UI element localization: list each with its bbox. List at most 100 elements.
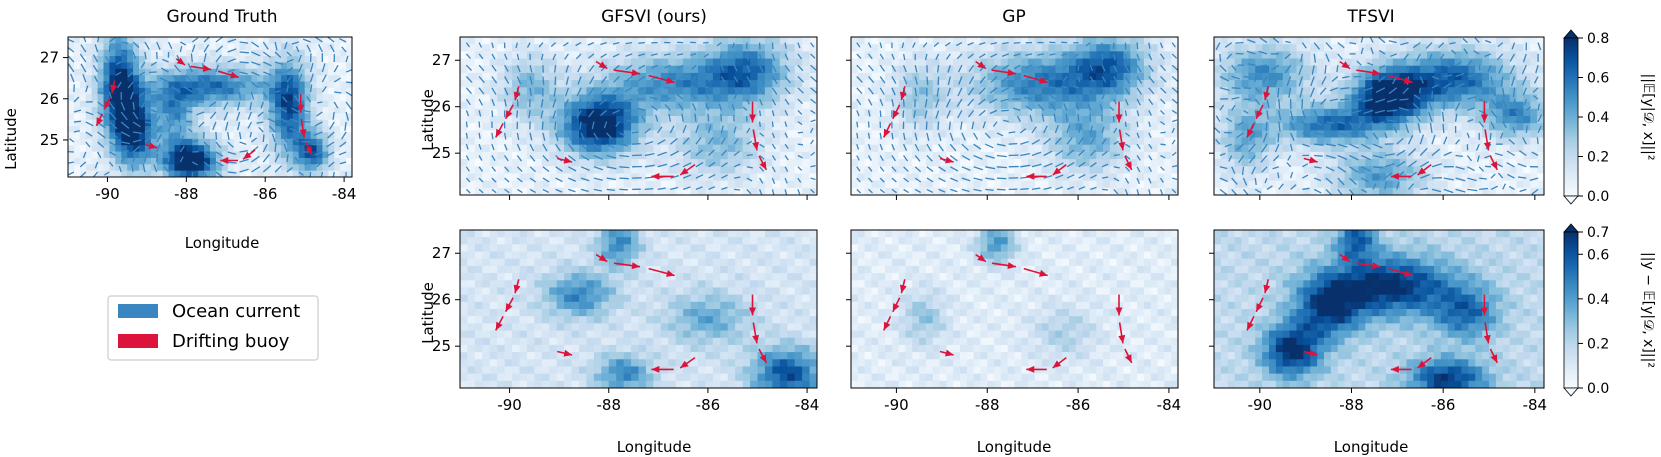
heatmap-cell	[638, 187, 647, 195]
heatmap-cell	[541, 44, 550, 52]
heatmap-cell	[851, 173, 859, 182]
heatmap-cell	[631, 65, 640, 74]
heatmap-cell	[103, 126, 111, 134]
heatmap-cell	[980, 65, 988, 74]
quiver-arrow	[742, 106, 748, 111]
heatmap-cell	[1248, 137, 1256, 146]
heatmap-cell	[1062, 159, 1070, 167]
heatmap-cell	[980, 80, 988, 88]
heatmap-cell	[1337, 51, 1346, 60]
heatmap-cell	[735, 123, 744, 131]
heatmap-cell	[1351, 137, 1359, 146]
heatmap-cell	[97, 75, 105, 83]
heatmap-cell	[779, 166, 788, 175]
heatmap-cell	[1089, 180, 1097, 189]
quiver-arrow	[215, 45, 224, 53]
heatmap-cell	[946, 187, 954, 195]
quiver-arrow	[132, 146, 140, 153]
heatmap-cell	[787, 65, 796, 74]
heatmap-cell	[885, 87, 893, 96]
heatmap-cell	[1089, 166, 1097, 175]
heatmap-cell	[150, 157, 158, 165]
heatmap-cell	[898, 65, 907, 74]
heatmap-cell	[1255, 130, 1263, 139]
heatmap-cell	[156, 126, 164, 134]
heatmap-cell	[898, 44, 907, 52]
heatmap-cell	[482, 116, 491, 124]
heatmap-cell	[519, 130, 528, 139]
heatmap-cell	[638, 151, 647, 160]
heatmap-cell	[334, 170, 341, 177]
heatmap-cell	[1262, 144, 1270, 153]
heatmap-cell	[742, 159, 751, 167]
heatmap-cell	[960, 180, 968, 189]
heatmap-cell	[720, 116, 729, 124]
heatmap-cell	[1317, 80, 1325, 88]
quiver-arrow	[949, 166, 959, 172]
heatmap-cell	[68, 87, 75, 95]
heatmap-cell	[497, 94, 506, 103]
heatmap-cell	[939, 116, 947, 124]
heatmap-cell	[750, 72, 759, 81]
heatmap-cell	[623, 123, 632, 131]
heatmap-cell	[519, 44, 528, 52]
heatmap-cell	[1096, 65, 1104, 74]
quiver-arrow	[478, 155, 483, 161]
heatmap-cell	[1034, 94, 1043, 103]
heatmap-cell	[1255, 123, 1263, 131]
heatmap-cell	[1137, 180, 1145, 189]
heatmap-cell	[1262, 173, 1270, 182]
quiver-arrow	[746, 87, 752, 95]
heatmap-cell	[1269, 187, 1277, 195]
heatmap-cell	[608, 101, 617, 110]
heatmap-cell	[1330, 180, 1339, 189]
quiver-arrow	[258, 126, 264, 133]
heatmap-cell	[601, 166, 610, 175]
quiver-arrow	[937, 65, 940, 73]
heatmap-cell	[210, 164, 217, 172]
heatmap-cell	[174, 87, 182, 95]
heatmap-cell	[1379, 144, 1387, 153]
heatmap-cell	[73, 43, 81, 51]
heatmap-cell	[1337, 123, 1346, 131]
heatmap-cell	[263, 87, 270, 95]
heatmap-cell	[1082, 173, 1091, 182]
heatmap-cell	[1150, 180, 1159, 189]
heatmap-cell	[322, 145, 329, 153]
quiver-arrow	[651, 64, 658, 69]
heatmap-cell	[316, 100, 324, 108]
quiver-arrow	[215, 64, 220, 73]
heatmap-cell	[616, 187, 625, 195]
heatmap-cell	[653, 37, 662, 45]
heatmap-cell	[127, 75, 134, 83]
heatmap-cell	[1062, 130, 1070, 139]
heatmap-cell	[310, 62, 318, 70]
heatmap-cell	[851, 51, 859, 60]
heatmap-cell	[556, 37, 565, 45]
heatmap-cell	[919, 151, 927, 160]
heatmap-cell	[139, 75, 146, 83]
heatmap-cell	[690, 58, 699, 67]
heatmap-cell	[91, 113, 99, 121]
quiver-arrow	[619, 154, 630, 158]
quiver-arrow	[239, 168, 249, 173]
heatmap-cell	[912, 166, 920, 175]
heatmap-cell	[1062, 173, 1070, 182]
heatmap-cell	[1123, 72, 1131, 81]
quiver-arrow	[321, 86, 327, 93]
quiver-arrow	[345, 111, 350, 121]
heatmap-cell	[608, 173, 617, 182]
quiver-arrow	[504, 155, 509, 162]
heatmap-cell	[809, 44, 817, 52]
heatmap-cell	[1296, 44, 1304, 52]
quiver-arrow	[600, 87, 608, 95]
heatmap-cell	[1164, 159, 1172, 167]
heatmap-cell	[150, 56, 158, 64]
heatmap-cell	[115, 113, 122, 121]
heatmap-cell	[1289, 144, 1298, 153]
heatmap-cell	[245, 81, 253, 89]
heatmap-cell	[764, 151, 773, 160]
quiver-arrow	[1101, 126, 1105, 134]
buoy-arrowhead	[305, 146, 312, 155]
heatmap-cell	[885, 101, 893, 110]
